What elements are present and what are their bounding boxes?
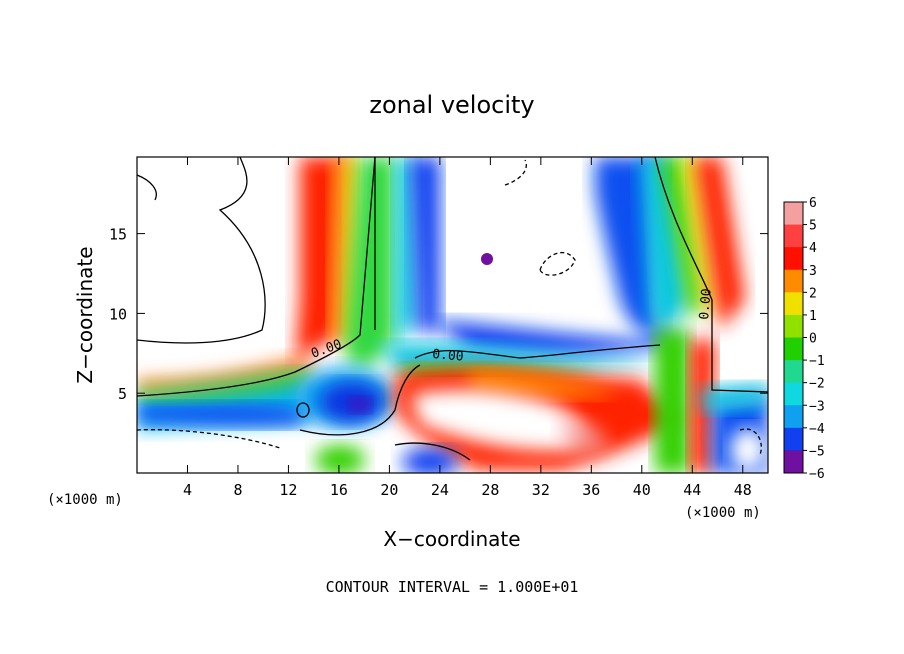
colorbar-swatch: [784, 450, 803, 473]
contour-zero-lower: [394, 442, 471, 461]
x-tick-label: 12: [279, 481, 297, 499]
field-right-descent-red: [690, 340, 715, 473]
x-unit-left: (×1000 m): [47, 492, 123, 508]
contour-label: 0.00: [432, 347, 465, 365]
colorbar-label: −2: [809, 377, 825, 392]
x-unit-right: (×1000 m): [685, 505, 761, 521]
x-tick-label: 40: [633, 481, 651, 499]
colorbar-swatch: [784, 382, 803, 406]
field-purple-dot: [481, 253, 493, 265]
x-tick-label: 8: [233, 481, 242, 499]
colorbar: 6 5 4 3 2 1 0 −1 −2 −3 −4 −5 −6: [783, 196, 825, 482]
field-lower-orange-region: [470, 370, 620, 398]
contour-left-upper: [137, 157, 266, 344]
field-lower-white-blob: [410, 389, 585, 451]
field-right-descent-green: [655, 330, 690, 473]
colorbar-swatch: [784, 360, 803, 384]
chart-title: zonal velocity: [369, 91, 534, 119]
colorbar-swatch: [784, 292, 803, 316]
contour-interval-note: CONTOUR INTERVAL = 1.000E+01: [326, 578, 579, 596]
contour-zero-arm: [414, 344, 661, 359]
colorbar-label: 1: [809, 309, 817, 324]
contour-lines: [137, 157, 768, 461]
field-left-blue-band: [137, 403, 310, 427]
colorbar-label: 0: [809, 332, 817, 347]
contour-dashed-left: [137, 429, 281, 449]
contour-upper-dashed: [504, 159, 527, 186]
contour-label: 0.00: [697, 288, 715, 321]
contour-zero-vortex: [299, 364, 421, 436]
colorbar-swatch: [784, 314, 803, 338]
x-tick-label: 16: [330, 481, 348, 499]
field-blue-arm: [430, 320, 680, 356]
contour-zero-right: [654, 157, 768, 393]
x-tick-label: 36: [582, 481, 600, 499]
colorbar-label: −1: [809, 354, 825, 369]
y-axis-label: Z−coordinate: [73, 246, 97, 383]
field-right-yellow-column: [680, 157, 718, 320]
colorbar-label: 4: [809, 241, 817, 256]
contour-zero-left: [137, 157, 376, 397]
field-bottom-blue-blob: [402, 448, 458, 473]
colorbar-swatch: [784, 427, 803, 451]
x-axis: 4 8 12 16 20 24 28 32 36 40 44 48: [183, 157, 752, 499]
x-tick-label: 4: [183, 481, 192, 499]
colorbar-label: −5: [809, 444, 825, 459]
contour-left-top: [137, 174, 157, 201]
colorbar-swatch: [784, 224, 803, 248]
colorbar-label: −4: [809, 422, 825, 437]
velocity-field: [137, 157, 768, 473]
x-tick-label: 28: [481, 481, 499, 499]
colorbar-label: 6: [809, 196, 817, 211]
contour-dashed-right: [539, 251, 576, 276]
x-tick-label: 24: [431, 481, 449, 499]
x-axis-label: X−coordinate: [383, 527, 520, 551]
field-blue-column: [410, 157, 440, 332]
field-green-column: [345, 157, 395, 370]
colorbar-swatch: [784, 247, 803, 271]
colorbar-label: −6: [809, 467, 825, 482]
field-bottom-green-blob: [315, 445, 365, 473]
contour-small-loop: [296, 402, 310, 418]
field-left-warm-band: [137, 355, 312, 392]
field-right-green-column: [660, 157, 705, 320]
colorbar-label: −3: [809, 399, 825, 414]
colorbar-label: 2: [809, 286, 817, 301]
y-tick-label: 5: [118, 385, 127, 403]
colorbar-label: 5: [809, 219, 817, 234]
field-vortex-core: [350, 398, 370, 412]
y-axis: 5 10 15: [109, 226, 768, 403]
colorbar-swatch: [784, 269, 803, 293]
colorbar-swatch: [784, 202, 803, 226]
field-far-right-white: [730, 428, 766, 472]
x-tick-label: 32: [532, 481, 550, 499]
x-tick-label: 44: [683, 481, 701, 499]
colorbar-swatch: [784, 405, 803, 429]
colorbar-swatch: [784, 337, 803, 361]
contour-dashed-far-right: [739, 428, 762, 456]
field-right-cyan-column: [640, 157, 690, 330]
colorbar-label: 3: [809, 264, 817, 279]
plot-frame: [136, 156, 769, 474]
field-right-red-column: [695, 157, 745, 330]
y-tick-label: 15: [109, 226, 127, 244]
field-lower-pink-rim: [560, 420, 608, 457]
x-tick-label: 48: [734, 481, 752, 499]
x-tick-label: 20: [380, 481, 398, 499]
y-tick-label: 10: [109, 305, 127, 323]
